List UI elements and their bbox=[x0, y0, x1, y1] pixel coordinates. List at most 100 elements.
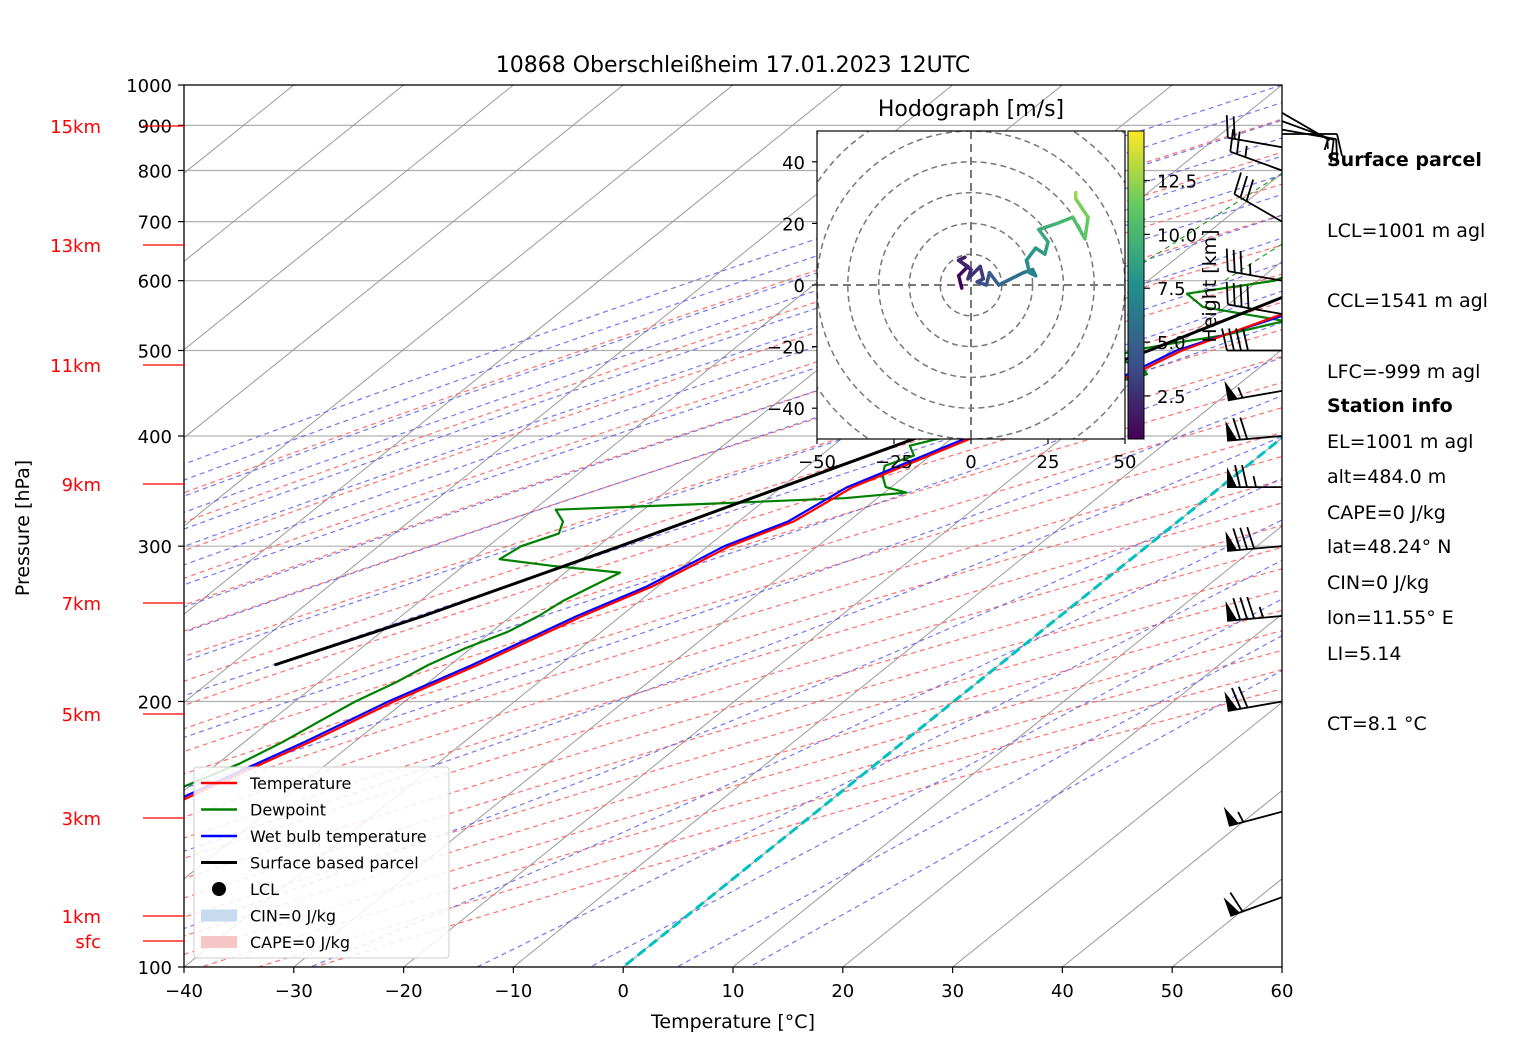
x-tick-label: 20 bbox=[831, 981, 854, 1002]
isotherm-gridline bbox=[184, 85, 953, 704]
surface-parcel-panel: Surface parcel LCL=1001 m agl CCL=1541 m… bbox=[1327, 102, 1488, 760]
height-tick-label: 13km bbox=[50, 236, 101, 257]
legend-label: Wet bulb temperature bbox=[250, 827, 427, 846]
legend-swatch bbox=[201, 936, 237, 948]
hodograph-ticks: −50 −25 0 25 50 40 20 0 −20 −40 bbox=[767, 153, 1136, 473]
y-tick-label: 300 bbox=[138, 537, 172, 558]
hodograph-x-tick: 25 bbox=[1037, 452, 1060, 473]
dry-adiabat bbox=[184, 273, 1282, 632]
height-tick-label: 11km bbox=[50, 356, 101, 377]
height-axis-labels: 15km 13km 11km 9km 7km 5km 3km 1km sfc bbox=[50, 117, 185, 953]
dewpoint-line bbox=[184, 276, 1282, 788]
legend-label: CAPE=0 J/kg bbox=[250, 933, 350, 952]
hodograph-segment bbox=[956, 258, 973, 272]
colorbar-tick-label: 10.0 bbox=[1157, 225, 1197, 246]
hodograph-background bbox=[817, 131, 1125, 439]
surface-parcel-header: Surface parcel bbox=[1327, 149, 1482, 171]
hodograph-y-tick: −40 bbox=[767, 399, 805, 420]
colorbar-tick-label: 12.5 bbox=[1157, 172, 1197, 193]
station-info-panel: Station info alt=484.0 m lat=48.24° N lo… bbox=[1327, 348, 1454, 654]
chart-title: 10868 Oberschleißheim 17.01.2023 12UTC bbox=[496, 53, 971, 78]
wind-barb bbox=[1227, 464, 1282, 489]
wind-barbs bbox=[1221, 112, 1343, 917]
isotherm-gridline bbox=[184, 85, 734, 527]
surface-parcel-ct: CT=8.1 °C bbox=[1327, 713, 1427, 735]
legend-label: LCL bbox=[250, 880, 279, 899]
y-tick-label: 500 bbox=[138, 342, 172, 363]
x-axis-label: Temperature [°C] bbox=[650, 1011, 815, 1033]
moist-adiabat bbox=[184, 155, 1282, 530]
colorbar-ticks: 2.5 5.0 7.5 10.0 12.5 bbox=[1144, 172, 1197, 408]
surface-parcel-li: LI=5.14 bbox=[1327, 642, 1402, 665]
zero-isotherm-line bbox=[622, 435, 1282, 967]
surface-parcel-cape: CAPE=0 J/kg bbox=[1327, 501, 1446, 524]
isotherm-gridline bbox=[184, 85, 514, 351]
dry-adiabat bbox=[184, 118, 1282, 494]
dry-adiabat bbox=[184, 329, 1282, 682]
x-tick-label: −30 bbox=[275, 981, 313, 1002]
wind-barb bbox=[1223, 892, 1283, 917]
hodograph-segment bbox=[996, 277, 1013, 287]
wind-barb bbox=[1225, 248, 1283, 282]
y-tick-label: 700 bbox=[138, 213, 172, 234]
hodograph-segment bbox=[987, 270, 1001, 287]
dry-adiabat bbox=[184, 455, 1282, 797]
x-tick-label: −40 bbox=[165, 981, 203, 1002]
isotherm-gridline bbox=[1062, 789, 1282, 967]
y-axis-label: Pressure [hPa] bbox=[12, 460, 34, 596]
legend-label: Dewpoint bbox=[250, 801, 326, 820]
y-tick-label: 1000 bbox=[126, 76, 172, 97]
x-tick-label: 40 bbox=[1051, 981, 1074, 1002]
y-tick-label: 900 bbox=[138, 116, 172, 137]
hodograph-segment bbox=[978, 264, 986, 281]
hodograph-y-tick: 40 bbox=[782, 153, 805, 174]
moist-adiabat bbox=[184, 356, 1282, 739]
parcel-line bbox=[274, 295, 1282, 667]
isotherm-gridline bbox=[184, 85, 404, 263]
hodograph-x-tick: −50 bbox=[798, 452, 836, 473]
dry-adiabat bbox=[184, 568, 1282, 899]
height-tick-label: 9km bbox=[62, 475, 101, 496]
x-tick-label: −20 bbox=[385, 981, 423, 1002]
legend-box bbox=[193, 766, 450, 959]
wind-barb bbox=[1229, 129, 1283, 172]
hodograph-segment bbox=[1024, 246, 1038, 263]
surface-parcel-el: EL=1001 m agl bbox=[1327, 431, 1474, 453]
y-tick-label: 400 bbox=[138, 427, 172, 448]
x-tick-label: 50 bbox=[1161, 981, 1184, 1002]
legend-label: CIN=0 J/kg bbox=[250, 907, 336, 926]
hodograph-x-tick: 50 bbox=[1114, 452, 1137, 473]
x-tick-label: 10 bbox=[722, 981, 745, 1002]
wind-barb bbox=[1225, 281, 1283, 315]
hodograph-y-tick: 0 bbox=[794, 276, 805, 297]
wet-bulb-line bbox=[184, 314, 1282, 799]
dry-adiabat bbox=[184, 431, 1282, 775]
hodograph-x-tick: −25 bbox=[875, 452, 913, 473]
legend-swatch bbox=[201, 909, 237, 922]
hodograph-colorbar bbox=[1127, 130, 1145, 440]
surface-parcel-lcl: LCL=1001 m agl bbox=[1327, 219, 1486, 242]
dry-adiabat bbox=[184, 407, 1282, 753]
y-tick-label: 600 bbox=[138, 272, 172, 293]
hodograph-segment bbox=[1083, 215, 1090, 241]
surface-parcel-cin: CIN=0 J/kg bbox=[1327, 572, 1430, 594]
isotherm-gridline bbox=[403, 260, 1282, 967]
hodograph-segment bbox=[1055, 215, 1075, 226]
colorbar-tick-label: 5.0 bbox=[1157, 333, 1186, 354]
moist-adiabat bbox=[184, 119, 1282, 497]
isotherm-gridline bbox=[293, 172, 1282, 967]
moist-adiabat bbox=[184, 477, 1282, 930]
wind-barb bbox=[1282, 133, 1343, 157]
hodograph-segment bbox=[1037, 221, 1059, 232]
hodograph-x-tick: 0 bbox=[965, 452, 976, 473]
station-info-header: Station info bbox=[1327, 395, 1453, 417]
x-tick-label: −10 bbox=[494, 981, 532, 1002]
height-tick-label: 5km bbox=[62, 705, 101, 726]
dry-adiabat bbox=[184, 151, 1282, 523]
legend-swatch bbox=[212, 882, 226, 896]
hodograph-y-tick: 20 bbox=[782, 214, 805, 235]
moist-adiabat bbox=[184, 435, 1282, 852]
mixing-ratio-line bbox=[1511, 85, 1517, 281]
isotherm-gridline bbox=[952, 701, 1282, 967]
